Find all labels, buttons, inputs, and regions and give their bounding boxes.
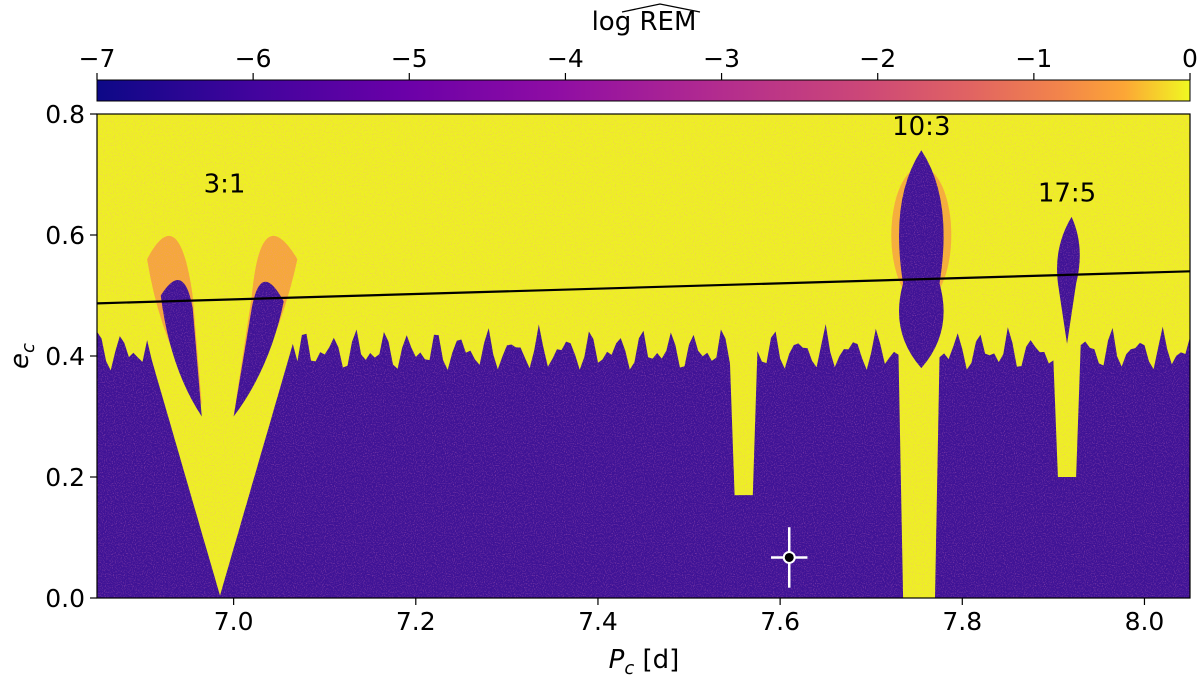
resonance-label: 17:5 <box>1038 179 1096 209</box>
colorbar-label: log REM <box>592 7 697 37</box>
stability-line <box>97 270 1190 305</box>
colorbar-ticks: −7 −6 −5 −4 −3 −2 −1 0 <box>79 44 1198 80</box>
x-tick-label: 7.8 <box>942 607 982 636</box>
y-axis: 0.0 0.2 0.4 0.6 0.8 <box>45 100 97 613</box>
planet-marker <box>771 527 808 588</box>
colorbar: log REM −7 −6 −5 −4 −3 −2 −1 0 <box>79 3 1198 102</box>
resonance-label: 3:1 <box>204 170 246 200</box>
x-tick-label: 7.6 <box>760 607 800 636</box>
colorbar-tick-label: −1 <box>1015 44 1052 73</box>
colorbar-tick-label: −5 <box>391 44 428 73</box>
colorbar-tick-label: −6 <box>235 44 272 73</box>
x-tick-label: 7.4 <box>578 607 618 636</box>
colorbar-tick-label: −7 <box>79 44 116 73</box>
x-tick-label: 7.0 <box>214 607 254 636</box>
marker-point <box>782 550 796 564</box>
x-tick-label: 7.2 <box>396 607 436 636</box>
y-axis-label: ec <box>5 343 39 369</box>
y-tick-label: 0.4 <box>45 342 85 371</box>
y-tick-label: 0.2 <box>45 463 85 492</box>
x-axis-label: Pc [d] <box>609 645 680 679</box>
colorbar-tick-label: −3 <box>703 44 740 73</box>
colorbar-tick-label: −2 <box>859 44 896 73</box>
y-tick-label: 0.0 <box>45 584 85 613</box>
resonance-label: 10:3 <box>892 112 950 142</box>
colorbar-gradient <box>96 79 1191 102</box>
plot-area <box>97 114 1190 598</box>
colorbar-label-hat <box>621 3 701 13</box>
resonance-labels: 3:1 10:3 17:5 <box>204 112 1097 209</box>
y-tick-label: 0.6 <box>45 221 85 250</box>
colorbar-tick-label: −4 <box>547 44 584 73</box>
x-tick-label: 8.0 <box>1125 607 1165 636</box>
y-tick-label: 0.8 <box>45 100 85 129</box>
x-axis: 7.0 7.2 7.4 7.6 7.8 8.0 <box>214 598 1165 636</box>
noise-texture <box>97 114 1190 598</box>
colorbar-tick-label: 0 <box>1182 44 1198 73</box>
